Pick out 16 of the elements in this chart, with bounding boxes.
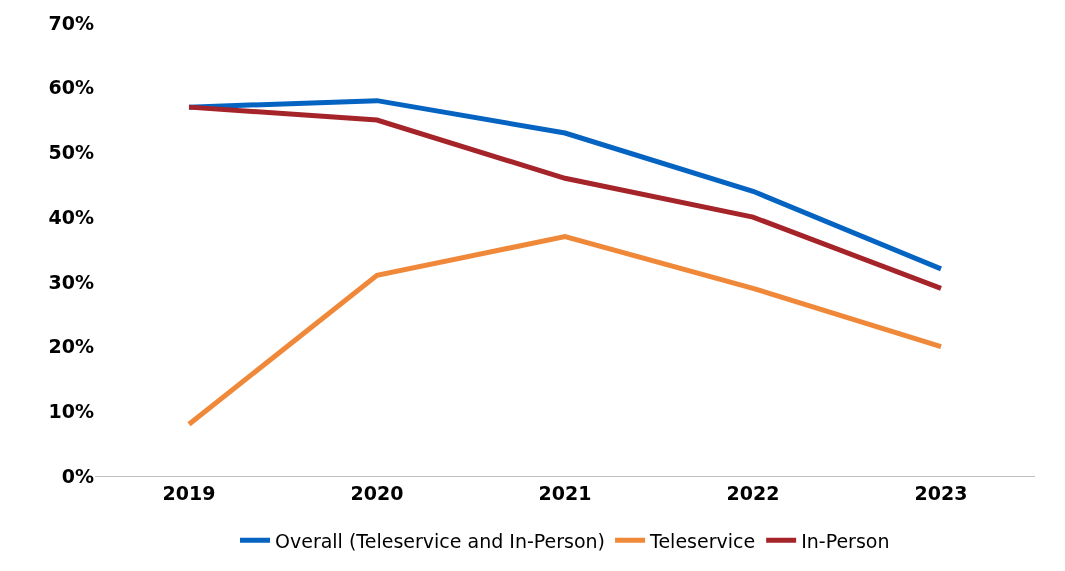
y-tick-label: 0% bbox=[61, 464, 94, 487]
x-tick-label: 2019 bbox=[162, 481, 216, 504]
y-tick-label: 10% bbox=[48, 399, 94, 422]
y-tick-label: 70% bbox=[48, 11, 94, 34]
y-tick-label: 20% bbox=[48, 335, 94, 358]
legend-label: Teleservice bbox=[649, 529, 756, 552]
y-tick-label: 30% bbox=[48, 270, 94, 293]
legend-label: Overall (Teleservice and In-Person) bbox=[275, 529, 606, 552]
legend-label: In-Person bbox=[801, 529, 890, 552]
y-tick-label: 50% bbox=[48, 141, 94, 164]
y-tick-label: 60% bbox=[48, 76, 94, 99]
y-tick-label: 40% bbox=[48, 205, 94, 228]
x-tick-label: 2021 bbox=[538, 481, 592, 504]
x-tick-label: 2020 bbox=[350, 481, 404, 504]
x-tick-label: 2022 bbox=[726, 481, 780, 504]
x-tick-label: 2023 bbox=[914, 481, 968, 504]
